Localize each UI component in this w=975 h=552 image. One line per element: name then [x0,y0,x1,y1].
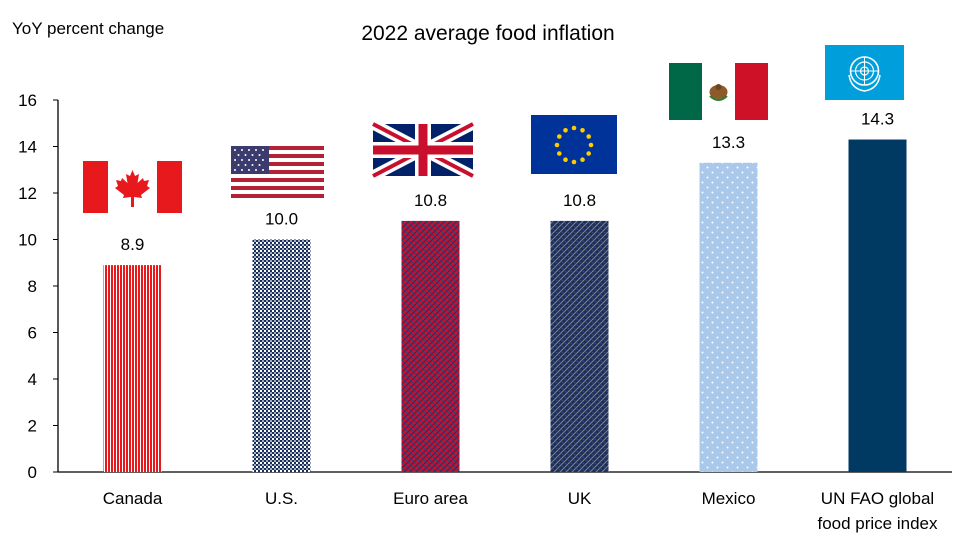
chart-title: 2022 average food inflation [361,22,614,45]
value-label-3: 10.8 [563,191,596,210]
value-label-0: 8.9 [121,235,145,254]
bar-2 [401,220,460,472]
category-label-1: U.S. [265,489,298,508]
y-tick-label: 4 [28,370,37,389]
y-tick-label: 10 [18,231,37,250]
union-jack-flag [370,119,476,181]
y-tick-label: 12 [18,184,37,203]
y-tick-label: 8 [28,277,37,296]
eu-flag [531,115,617,174]
un-flag [825,45,904,100]
category-label-3: UK [568,489,592,508]
bar-1 [252,239,311,472]
bar-3 [550,220,609,472]
bar-0 [103,265,162,472]
y-tick-label: 0 [28,463,37,482]
category-label-2: Euro area [393,489,468,508]
value-label-5: 14.3 [861,110,894,129]
category-label-5-line-0: UN FAO global [821,489,934,508]
value-label-2: 10.8 [414,191,447,210]
category-label-4: Mexico [702,489,756,508]
y-axis-label: YoY percent change [12,19,164,38]
y-tick-label: 14 [18,138,37,157]
mexico-flag [669,63,768,120]
value-label-4: 13.3 [712,133,745,152]
y-tick-label: 16 [18,91,37,110]
value-label-1: 10.0 [265,210,298,229]
x-tick-labels: Canada U.S. Euro area UK Mexico UN FAO global… [103,489,938,533]
data-labels: 8.9 10.0 10.8 10.8 13.3 14.3 [121,110,894,255]
bar-4 [699,162,758,472]
category-label-0: Canada [103,489,163,508]
y-tick-labels: 0 2 4 6 8 10 12 14 16 [18,91,58,482]
usa-flag [231,146,324,198]
bars [103,139,907,472]
y-tick-label: 2 [28,417,37,436]
canada-flag [83,161,182,213]
y-tick-label: 6 [28,324,37,343]
category-label-5-line-1: food price index [817,514,938,533]
bar-5 [848,139,907,472]
